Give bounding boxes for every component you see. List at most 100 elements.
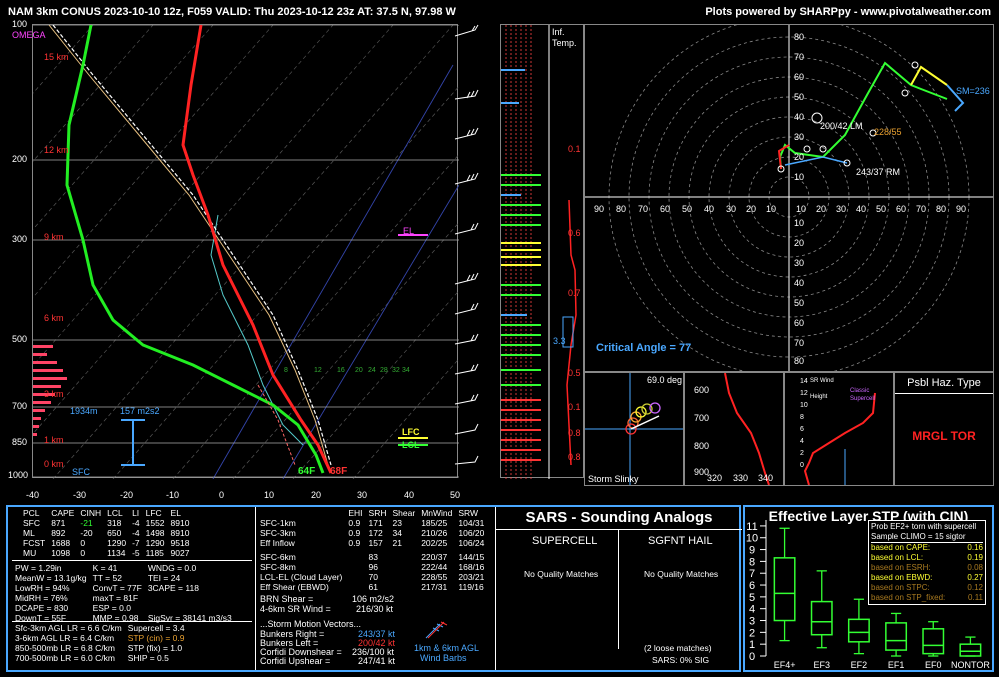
hail-title: SGFNT HAIL [648, 535, 713, 547]
note-value: 0.27 [967, 573, 983, 582]
cell: -20 [80, 528, 93, 538]
cell: DownT = 55F [15, 613, 67, 623]
stp-note-row: based on ESRH: 0.08 [871, 563, 983, 573]
table-row: SFC-8km 96 222/44 168/16 [257, 562, 487, 572]
hazard-title: Psbl Haz. Type [895, 373, 993, 394]
mixing-ratio-label: 8 [284, 367, 288, 374]
hodo-neg-tick: 10 [794, 218, 805, 228]
col-header: PCL [23, 508, 40, 518]
cell [390, 552, 419, 562]
stp-y-tick: 4 [749, 604, 755, 616]
hodo-speed-tick: 70 [794, 52, 805, 62]
sars-panel: SARS - Sounding Analogs SUPERCELL SGFNT … [495, 507, 742, 670]
cell [390, 572, 419, 582]
col-header: SRH [368, 508, 387, 518]
stp-legend: Prob EF2+ torn with supercell Sample CLI… [868, 520, 986, 605]
table-row: MidRH = 76% maxT = 81F [12, 593, 235, 603]
cell: 9518 [170, 538, 190, 548]
hodo-x-tick: 70 [916, 204, 927, 214]
cell: STP (fix) = 1.0 [127, 643, 183, 653]
stp-y-tick: 3 [749, 616, 755, 628]
lfc-label: LFC [402, 427, 420, 437]
col-header: CAPE [51, 508, 75, 518]
stp-box [847, 618, 870, 643]
corfidi-up-value: 247/41 kt [358, 656, 396, 666]
hodo-speed-tick: 10 [794, 172, 805, 182]
stp-y-tick: 1 [749, 639, 755, 651]
hail-result: No Quality Matches [644, 569, 719, 579]
mixing-ratio-label: 16 [337, 367, 345, 374]
sars-title: SARS - Sounding Analogs [525, 509, 713, 526]
col-header: EL [170, 508, 181, 518]
hodo-x-tick: 40 [704, 204, 715, 214]
loose-matches: (2 loose matches) [644, 643, 712, 653]
hodo-neg-tick: 70 [794, 338, 805, 348]
temp-tick: 20 [311, 490, 322, 500]
cell: TT = 52 [92, 573, 122, 583]
theta-y-tick: 900 [694, 467, 710, 477]
hodo-speed-tick: 60 [794, 72, 805, 82]
cell: MMP = 0.98 [92, 613, 139, 623]
cell [345, 572, 365, 582]
cell: 1290 [107, 538, 127, 548]
stp-box [773, 557, 796, 622]
hodo-x-tick: 20 [746, 204, 757, 214]
cell [345, 582, 365, 592]
inflow-value: 0.8 [568, 452, 581, 462]
cell: MidRH = 76% [15, 593, 68, 603]
stp-note-sub: Sample CLIMO = 15 sigtor [871, 532, 983, 543]
theta-x-tick: 340 [758, 473, 774, 483]
stp-y-tick: 11 [746, 521, 757, 533]
pressure-tick: 300 [12, 234, 28, 244]
effective-inflow-height: 1934m [70, 406, 98, 416]
hodo-neg-tick: 80 [794, 356, 805, 366]
cell: LowRH = 94% [15, 583, 70, 593]
sr-wind-panel [784, 372, 894, 486]
stp-box [922, 628, 945, 655]
wind-title: SR Wind [810, 378, 834, 384]
pressure-tick: 100 [12, 19, 28, 29]
note-value: 0.12 [967, 583, 983, 592]
stp-y-tick: 2 [749, 627, 755, 639]
mixing-ratio-label: 32 [392, 367, 400, 374]
cell: ESP = 0.0 [92, 603, 131, 613]
inflow-value: 0.8 [568, 428, 581, 438]
cell: SFC-1km [260, 518, 296, 528]
hodograph-panel [584, 16, 994, 378]
bunkers-left-value: 200/42 kt [358, 638, 396, 648]
cell: 106/20 [458, 528, 485, 538]
cell: 1688 [51, 538, 71, 548]
cell: 318 [107, 518, 122, 528]
table-row: SFC 871 -21 318 -4 1552 8910 [20, 518, 192, 528]
hodo-x-tick: 50 [876, 204, 887, 214]
cell: 1185 [145, 548, 164, 558]
cell [145, 603, 235, 613]
barb-label: 1km & 6km AGL [414, 643, 480, 653]
cell: 1098 [51, 548, 71, 558]
cell: 96 [368, 562, 379, 572]
barb-label: Wind Barbs [420, 653, 467, 663]
stp-note-row: based on CAPE: 0.16 [871, 543, 983, 553]
cell: 119/16 [458, 582, 484, 592]
divider [618, 529, 619, 649]
cell [390, 582, 419, 592]
table-row: SFC-6km 83 220/37 144/15 [257, 552, 487, 562]
col-header: Shear [392, 508, 416, 518]
col-header: LCL [107, 508, 123, 518]
wind-y-tick: 2 [800, 450, 804, 457]
table-row: LowRH = 94% ConvT = 77F 3CAPE = 118 [12, 583, 235, 593]
wind-y-tick: 6 [800, 426, 804, 433]
temp-tick: -30 [73, 490, 87, 500]
cell: 0.9 [348, 518, 361, 528]
corfidi-down-value: 236/100 kt [352, 647, 395, 657]
hodo-x-tick: 20 [816, 204, 827, 214]
cell: 217/31 [421, 582, 448, 592]
mixing-ratio-label: 12 [314, 367, 322, 374]
note-label: based on LCL: [871, 553, 924, 562]
srwind-label: 4-6km SR Wind = [260, 604, 331, 614]
inflow-label: Inf. [552, 27, 565, 37]
hodo-x-tick: 80 [936, 204, 947, 214]
cell: 0.9 [348, 528, 361, 538]
cell: 8910 [170, 518, 190, 528]
height-label: 12 km [44, 145, 69, 155]
